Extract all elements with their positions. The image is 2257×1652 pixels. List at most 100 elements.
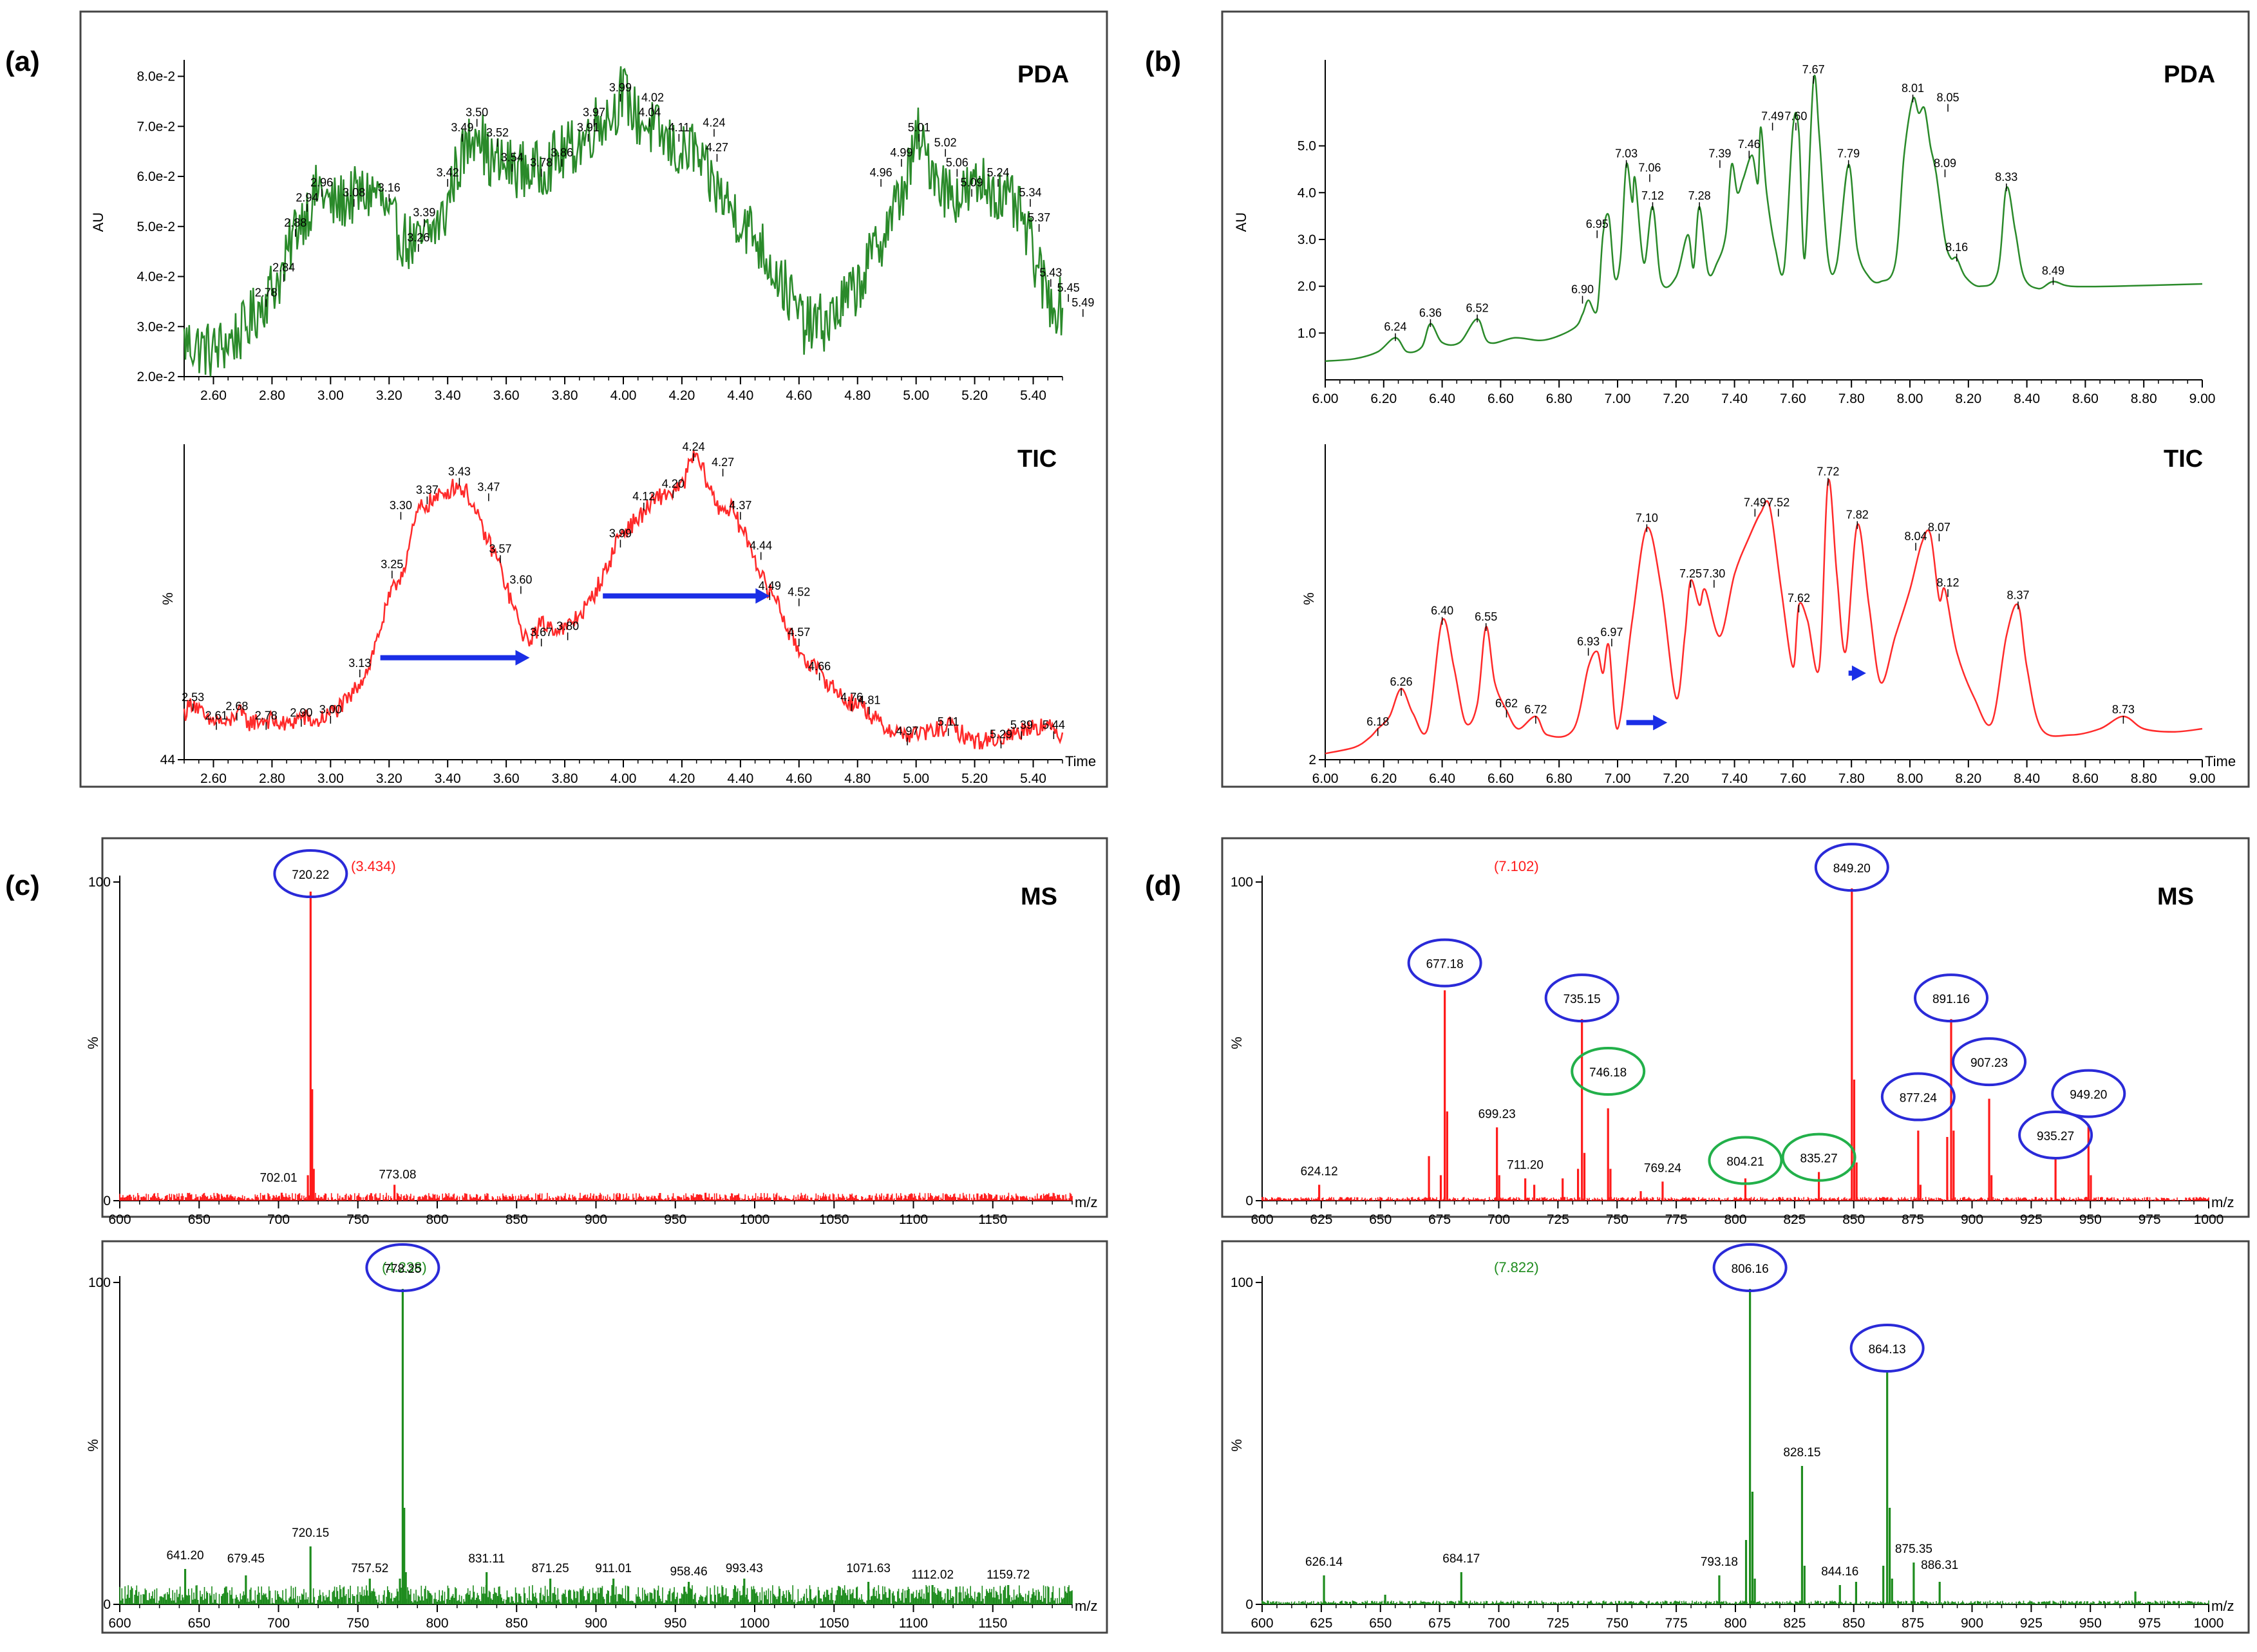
b_pda-x-tick-label: 8.80: [2131, 391, 2157, 406]
a_pda-y-tick-label: 4.0e-2: [137, 270, 175, 285]
b_tic-x-tick-label: 8.00: [1897, 771, 1923, 786]
a_tic-peak-label: 5.29: [990, 727, 1012, 740]
b_pda-peak-label: 6.95: [1586, 218, 1609, 230]
a_tic-x-tick-label: 4.60: [786, 771, 812, 786]
b_tic-peak-label: 6.93: [1577, 635, 1600, 648]
a_pda-y-tick-label: 7.0e-2: [137, 119, 175, 134]
a_pda-peak-label: 3.16: [378, 181, 401, 194]
b_tic-peak-label: 8.07: [1928, 521, 1950, 534]
a_pda-x-tick-label: 3.20: [376, 388, 402, 403]
a_tic-x-tick-label: 5.20: [961, 771, 988, 786]
d_ms2-peak-label: 886.31: [1921, 1559, 1958, 1572]
d_ms1-chart: 600 625 650 675 700 725 750 775 800 825 850 875 900 9…: [1229, 843, 2234, 1227]
c_ms1-x-tick-label: 750: [346, 1212, 369, 1227]
b_pda-peak-label: 7.79: [1837, 147, 1860, 160]
a_tic-peak-label: 4.44: [750, 540, 772, 552]
b_pda-peak-label: 7.03: [1615, 147, 1638, 160]
a_pda-x-tick-label: 2.80: [259, 388, 285, 403]
a_tic-peak-label: 3.37: [416, 483, 439, 496]
d_ms2-x-tick-label: 775: [1665, 1616, 1688, 1631]
d_ms1-highlight-circle: [1544, 973, 1620, 1023]
b_pda-y-tick-label: 4.0: [1298, 185, 1316, 200]
a_tic-peak-label: 2.61: [205, 709, 227, 722]
a_pda-peak-label: 3.08: [343, 186, 365, 199]
a_pda-y-tick-label: 5.0e-2: [137, 220, 175, 234]
d_ms1-x-tick-label: 850: [1842, 1212, 1865, 1227]
c_ms2-peak-label: 911.01: [595, 1562, 632, 1575]
b_tic-arrow-head: [1851, 665, 1866, 681]
b_tic-x-tick-label: 6.60: [1487, 771, 1514, 786]
d_ms2-y-tick-label: 0: [1245, 1597, 1253, 1612]
a_pda-peak-label: 3.97: [583, 106, 605, 119]
c_ms1-retention-time: (3.434): [351, 858, 396, 874]
d_ms1-peak-label: 699.23: [1478, 1107, 1516, 1121]
b_pda-peak-label: 8.09: [1934, 156, 1956, 169]
a_tic-peak-label: 2.68: [225, 700, 248, 713]
d_ms1-x-tick-label: 925: [2020, 1212, 2043, 1227]
a_pda-peak-label: 5.01: [908, 121, 930, 134]
a_tic-trace: [183, 450, 1064, 750]
c_ms2-peak-label: 778.25: [384, 1262, 421, 1276]
d_ms1-highlight-circle: [1952, 1037, 2027, 1087]
d_ms2-x-tick-label: 750: [1606, 1616, 1629, 1631]
a_pda-x-tick-label: 3.40: [435, 388, 461, 403]
d_ms1-x-tick-label: 900: [1961, 1212, 1983, 1227]
c_ms2-retention-time: (4.238): [382, 1259, 427, 1275]
a_pda-y-tick-label: 8.0e-2: [137, 70, 175, 84]
a_tic-x-tick-label: 4.20: [668, 771, 695, 786]
b_tic-peak-label: 6.97: [1600, 626, 1623, 639]
a_tic-x-tick-label: 3.40: [435, 771, 461, 786]
b_pda-chart: 6.00 6.20 6.40 6.60 6.80 7.00 7.20 7.40 7.60 7.80…: [1233, 60, 2215, 406]
a_pda-peak-label: 5.45: [1057, 281, 1080, 294]
c_ms2-y-tick-label: 100: [88, 1275, 111, 1290]
d_ms1-highlight-circle: [1708, 1136, 1783, 1185]
b_tic-peak-label: 7.52: [1767, 496, 1790, 509]
c_ms1-y-tick-label: 0: [103, 1194, 111, 1208]
c_ms1-x-tick-label: 950: [664, 1212, 686, 1227]
d_ms1-x-tick-label: 725: [1547, 1212, 1569, 1227]
c_ms2-peak-label: 871.25: [532, 1562, 569, 1575]
a_tic-arrow-head: [755, 588, 770, 604]
a_pda-x-tick-label: 5.00: [903, 388, 929, 403]
b_tic-x-tick-label: 7.80: [1838, 771, 1865, 786]
c_ms1-y-label: %: [85, 1037, 101, 1049]
a_pda-x-tick-label: 4.60: [786, 388, 812, 403]
b_tic-x-tick-label: 6.00: [1312, 771, 1339, 786]
b_tic-x-tick-label: 8.60: [2072, 771, 2099, 786]
d_ms2-x-tick-label: 1000: [2194, 1616, 2224, 1631]
a_pda-peak-label: 4.24: [703, 116, 725, 129]
b_pda-peak-label: 8.01: [1902, 82, 1924, 95]
a_pda-peak-label: 3.49: [451, 121, 473, 134]
c_ms1-title: MS: [1021, 883, 1057, 910]
a_tic-x-tick-label: 3.00: [317, 771, 344, 786]
d_ms1-peak-label: 677.18: [1426, 958, 1464, 971]
d_ms2-x-tick-label: 850: [1842, 1616, 1865, 1631]
a_pda-peak-label: 5.02: [934, 136, 957, 149]
b_tic-x-tick-label: 6.20: [1370, 771, 1397, 786]
a_tic-x-label: Time: [1065, 753, 1096, 769]
d_ms2-peak-label: 806.16: [1732, 1262, 1769, 1276]
a_tic-y-label: %: [160, 592, 176, 605]
d_ms1-x-tick-label: 750: [1606, 1212, 1629, 1227]
b_tic-peak-label: 6.72: [1524, 703, 1547, 716]
b_tic-peak-label: 8.37: [2007, 588, 2029, 601]
a_pda-peak-label: 5.43: [1039, 267, 1062, 279]
d_ms2-x-tick-label: 925: [2020, 1616, 2043, 1631]
panel-label-b: (b): [1145, 46, 1181, 77]
panel-d-bottom-frame: [1221, 1240, 2250, 1634]
c_ms2-y-tick-label: 0: [103, 1597, 111, 1612]
d_ms2-x-tick-label: 725: [1547, 1616, 1569, 1631]
panel-a-frame: [79, 10, 1108, 788]
c_ms2-peak-label: 993.43: [726, 1562, 763, 1575]
a_pda-x-tick-label: 4.20: [668, 388, 695, 403]
a_tic-peak-label: 4.76: [840, 691, 863, 704]
a_pda-peak-label: 3.52: [486, 126, 509, 139]
b_tic-x-tick-label: 7.00: [1605, 771, 1631, 786]
b_tic-peak-label: 6.26: [1390, 675, 1413, 688]
a_tic-peak-label: 4.52: [788, 586, 810, 599]
a_pda-peak-label: 5.09: [961, 176, 983, 189]
panel-label-a: (a): [5, 46, 40, 77]
a_pda-peak-label: 4.99: [890, 146, 912, 159]
a_pda-x-tick-label: 3.80: [552, 388, 578, 403]
